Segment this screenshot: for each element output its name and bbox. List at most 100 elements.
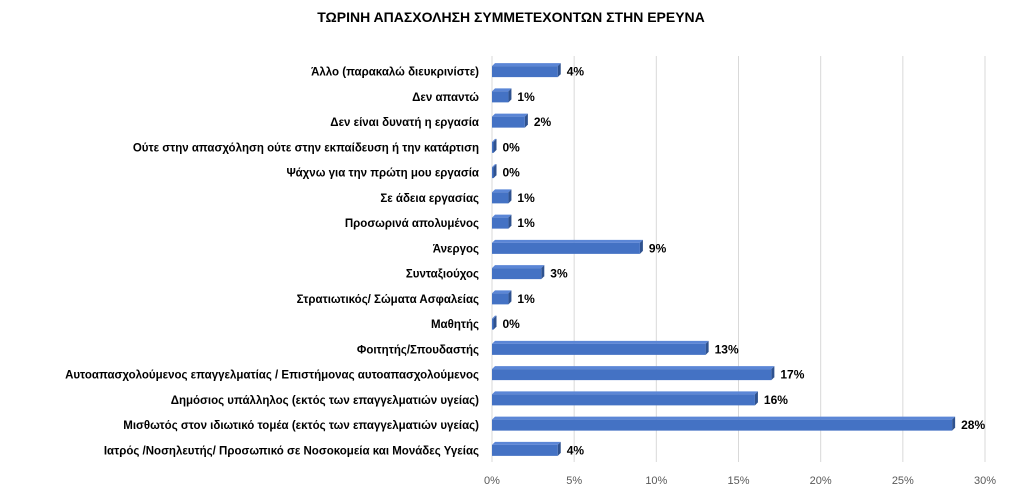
bar-top-face: [492, 138, 497, 142]
bar-front-face: [492, 419, 953, 431]
bar: [492, 366, 775, 381]
bar-top-face: [492, 290, 512, 294]
bar-top-face: [492, 164, 497, 168]
bar-side-face: [493, 315, 497, 330]
bar-top-face: [492, 113, 528, 117]
bar-front-face: [492, 242, 640, 254]
category-label: Άνεργος: [433, 243, 479, 255]
x-tick-label: 20%: [810, 475, 832, 487]
bar-front-face: [492, 444, 558, 456]
bar-front-face: [492, 141, 494, 153]
bar-top-face: [492, 315, 497, 319]
bar-side-face: [557, 63, 561, 78]
bar-top-face: [492, 340, 709, 344]
bar-front-face: [492, 343, 706, 355]
bar-top-face: [492, 214, 512, 218]
bar: [492, 239, 643, 254]
data-label: 1%: [517, 292, 535, 306]
bar-top-face: [492, 189, 512, 193]
bar: [492, 189, 512, 204]
bar: [492, 113, 528, 128]
bar-side-face: [541, 265, 545, 280]
bar: [492, 441, 561, 456]
bar: [492, 63, 561, 78]
bar-top-face: [492, 63, 561, 67]
bar: [492, 416, 956, 431]
data-label: 0%: [503, 166, 521, 180]
x-tick-label: 30%: [974, 475, 996, 487]
bar-top-face: [492, 239, 643, 243]
data-label: 1%: [517, 191, 535, 205]
bar: [492, 391, 758, 406]
category-label: Φοιτητής/Σπουδαστής: [357, 344, 479, 356]
category-label: Σε άδεια εργασίας: [380, 193, 479, 205]
bar-top-face: [492, 265, 545, 269]
bar: [492, 290, 512, 305]
data-label: 4%: [567, 65, 585, 79]
bar-front-face: [492, 293, 509, 305]
bar-side-face: [639, 239, 643, 254]
category-label: Δεν απαντώ: [412, 92, 479, 104]
data-label: 4%: [567, 443, 585, 457]
bar: [492, 138, 497, 153]
bar-top-face: [492, 366, 775, 370]
x-tick-label: 0%: [484, 475, 500, 487]
data-label: 3%: [550, 267, 568, 281]
bar-front-face: [492, 167, 494, 179]
bar: [492, 265, 545, 280]
bar-front-face: [492, 394, 755, 406]
bar-front-face: [492, 116, 525, 128]
bar: [492, 214, 512, 229]
data-label: 17%: [780, 368, 804, 382]
data-label: 1%: [517, 216, 535, 230]
bar-front-face: [492, 217, 509, 229]
bar-top-face: [492, 416, 956, 420]
category-label: Ούτε στην απασχόληση ούτε στην εκπαίδευσ…: [133, 142, 479, 154]
category-label: Προσωρινά απολυμένος: [345, 218, 479, 230]
bar-top-face: [492, 441, 561, 445]
bar-side-face: [771, 366, 775, 381]
data-label: 0%: [503, 140, 521, 154]
bar-side-face: [705, 340, 709, 355]
data-label: 9%: [649, 241, 667, 255]
category-label: Δεν είναι δυνατή η εργασία: [330, 117, 479, 129]
x-tick-label: 15%: [727, 475, 749, 487]
x-tick-label: 10%: [645, 475, 667, 487]
data-label: 2%: [534, 115, 552, 129]
bar-top-face: [492, 88, 512, 92]
bar-front-face: [492, 66, 558, 78]
data-label: 13%: [715, 342, 739, 356]
chart-title: ΤΩΡΙΝΗ ΑΠΑΣΧΟΛΗΣΗ ΣΥΜΜΕΤΕΧΟΝΤΩΝ ΣΤΗΝ ΕΡΕ…: [317, 9, 705, 25]
bar-side-face: [493, 138, 497, 153]
bar-side-face: [508, 214, 512, 229]
bar: [492, 88, 512, 103]
category-label: Μισθωτός στον ιδιωτικό τομέα (εκτός των …: [123, 420, 479, 432]
category-label: Αυτοαπασχολούμενος επαγγελματίας / Επιστ…: [65, 370, 479, 382]
bar-side-face: [493, 164, 497, 179]
bar-side-face: [508, 88, 512, 103]
x-tick-label: 5%: [566, 475, 582, 487]
category-label: Στρατιωτικός/ Σώματα Ασφαλείας: [297, 294, 479, 306]
bar: [492, 164, 497, 179]
bar-front-face: [492, 318, 494, 330]
category-label: Ψάχνω για την πρώτη μου εργασία: [287, 168, 479, 180]
category-label: Συνταξιούχος: [406, 269, 479, 281]
x-tick-label: 25%: [892, 475, 914, 487]
data-label: 1%: [517, 90, 535, 104]
bar-side-face: [508, 290, 512, 305]
data-label: 16%: [764, 393, 788, 407]
category-label: Δημόσιος υπάλληλος (εκτός των επαγγελματ…: [171, 395, 479, 407]
bar: [492, 340, 709, 355]
bar-side-face: [952, 416, 956, 431]
bar-side-face: [557, 441, 561, 456]
bar-top-face: [492, 391, 758, 395]
data-label: 0%: [503, 317, 521, 331]
data-label: 28%: [961, 418, 985, 432]
category-label: Άλλο (παρακαλώ διευκρινίστε): [311, 67, 479, 79]
category-label: Μαθητής: [431, 319, 479, 331]
bar-side-face: [508, 189, 512, 204]
bar-front-face: [492, 91, 509, 103]
bar-side-face: [524, 113, 528, 128]
